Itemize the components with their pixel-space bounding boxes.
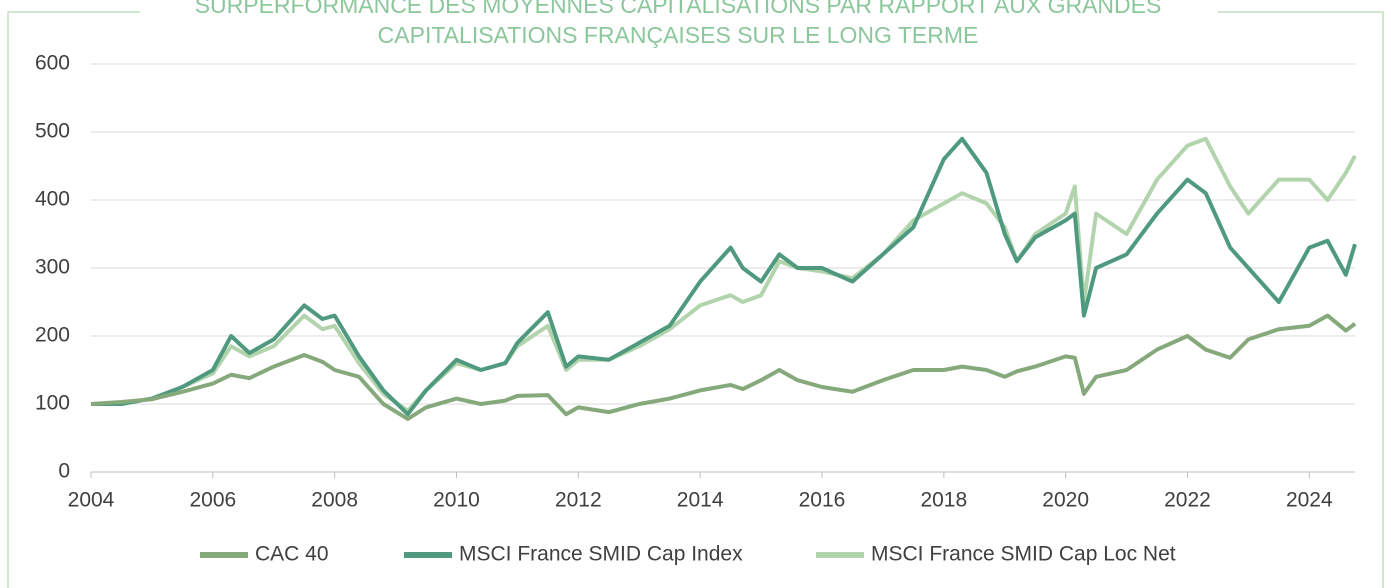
y-tick-label: 500 — [35, 120, 70, 143]
y-tick-label: 100 — [35, 392, 70, 415]
chart-title: SURPERFORMANCE DES MOYENNES CAPITALISATI… — [194, 0, 1162, 48]
x-tick-label: 2020 — [1042, 489, 1089, 512]
legend-label: MSCI France SMID Cap Loc Net — [871, 543, 1176, 566]
x-tick-label: 2014 — [677, 489, 724, 512]
frame-right — [1218, 11, 1384, 588]
y-tick-label: 300 — [35, 256, 70, 279]
series-line — [91, 136, 1357, 413]
x-tick-label: 2024 — [1286, 489, 1333, 512]
x-tick-label: 2012 — [555, 489, 602, 512]
legend-label: MSCI France SMID Cap Index — [459, 543, 743, 566]
series-line — [91, 136, 1357, 417]
x-tick-label: 2004 — [68, 489, 115, 512]
legend-label: CAC 40 — [255, 543, 329, 566]
x-tick-label: 2010 — [433, 489, 480, 512]
x-tick-label: 2008 — [311, 489, 358, 512]
frame — [7, 11, 1384, 588]
frame-left — [7, 11, 140, 588]
x-tick-label: 2006 — [189, 489, 236, 512]
series-line — [90, 313, 1357, 421]
x-tick-label: 2018 — [920, 489, 967, 512]
y-tick-label: 400 — [35, 188, 70, 211]
x-tick-label: 2016 — [799, 489, 846, 512]
y-tick-label: 200 — [35, 324, 70, 347]
y-tick-label: 600 — [35, 52, 70, 75]
x-tick-label: 2022 — [1164, 489, 1211, 512]
y-tick-label: 0 — [58, 460, 70, 483]
